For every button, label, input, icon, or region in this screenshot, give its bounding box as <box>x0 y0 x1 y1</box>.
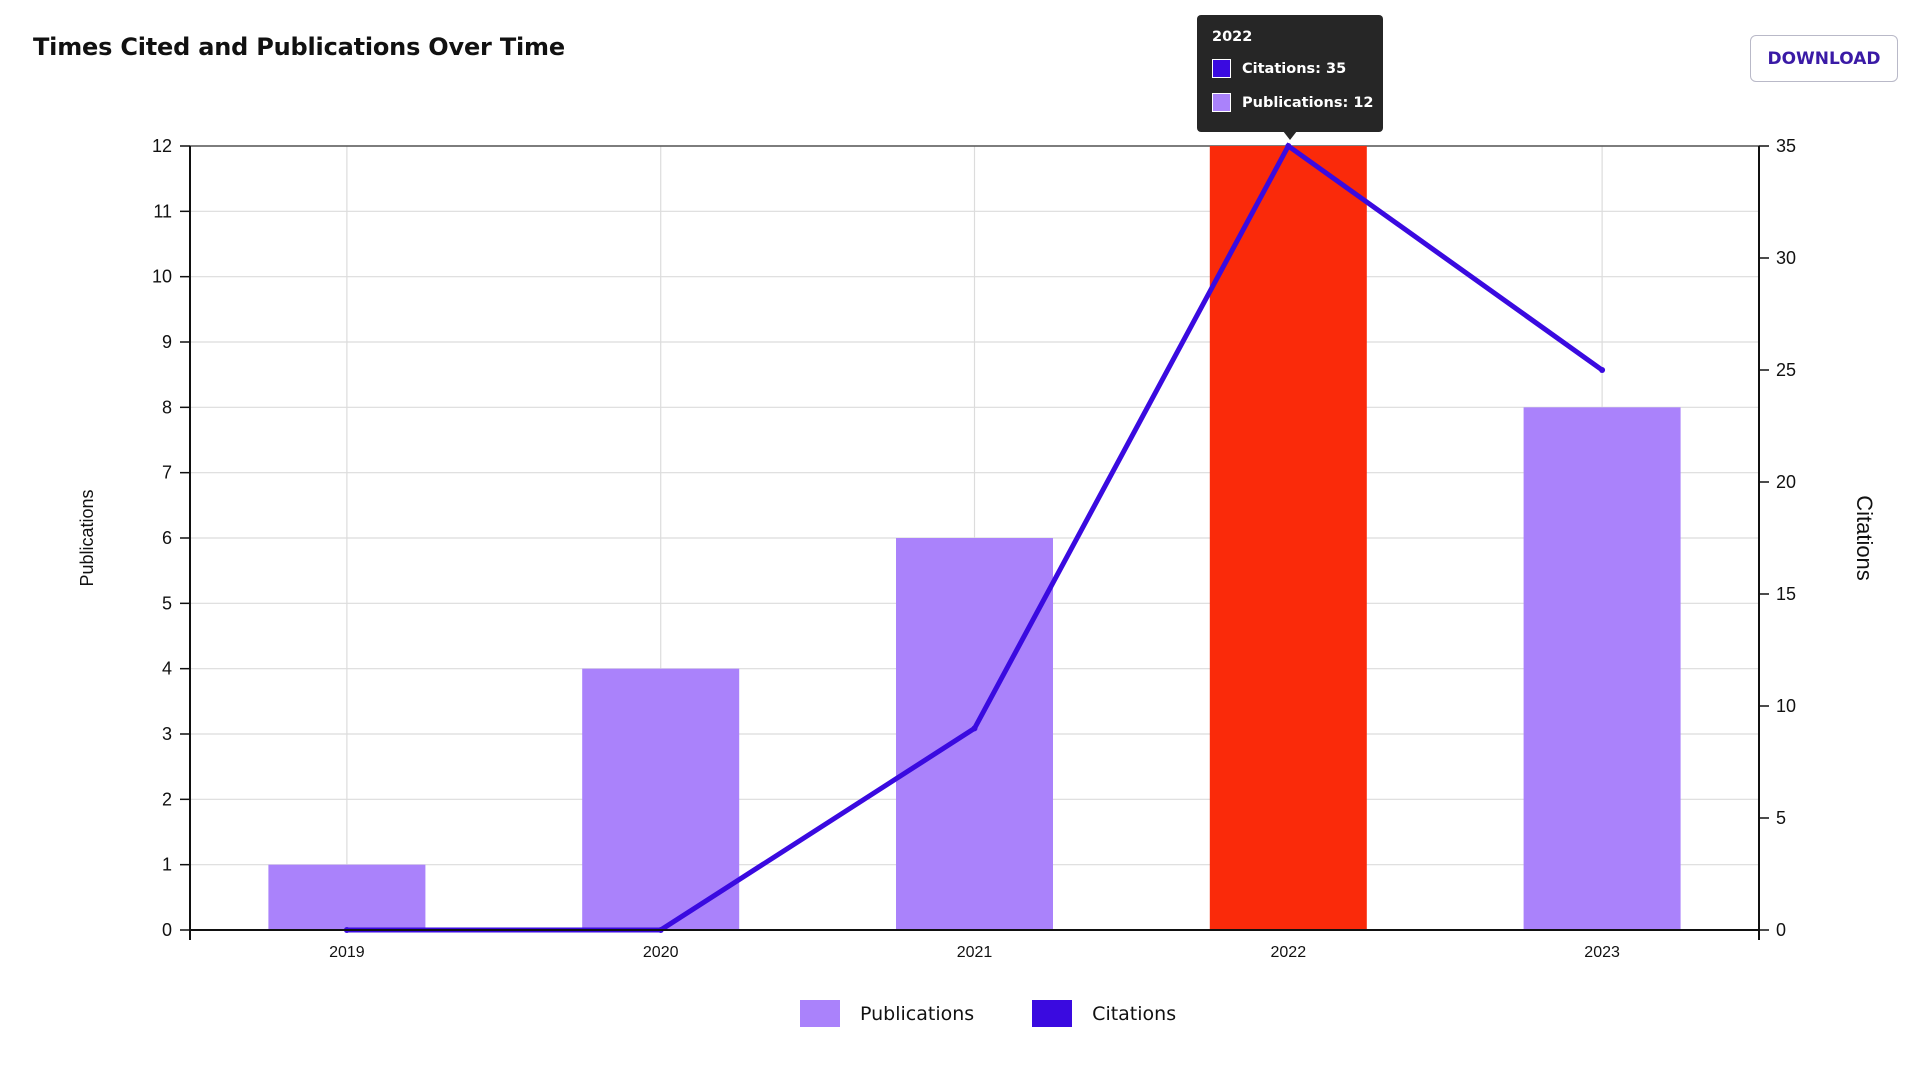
chart-tooltip: 2022 Citations: 35 Publications: 12 <box>1197 15 1383 132</box>
legend-citations-swatch <box>1032 1000 1073 1027</box>
publications-bar[interactable] <box>582 668 740 930</box>
x-tick-label: 2020 <box>643 944 679 961</box>
y-right-tick-label: 20 <box>1776 472 1796 492</box>
y-left-tick-label: 11 <box>153 201 172 221</box>
legend-publications-swatch <box>800 1000 840 1027</box>
y-left-tick-label: 7 <box>162 463 172 483</box>
y-right-tick-label: 25 <box>1776 360 1796 380</box>
y-right-tick-label: 30 <box>1776 248 1796 268</box>
legend-publications-label: Publications <box>860 1002 975 1025</box>
y-left-tick-label: 1 <box>162 855 172 875</box>
y-left-tick-label: 6 <box>162 528 172 548</box>
x-tick-label: 2022 <box>1271 944 1307 961</box>
y-right-tick-label: 15 <box>1776 584 1796 604</box>
y-right-tick-label: 35 <box>1776 136 1796 156</box>
tooltip-row-publications: Publications: 12 <box>1212 91 1383 114</box>
y-left-tick-label: 12 <box>152 136 172 156</box>
citations-point[interactable] <box>1599 367 1606 373</box>
tooltip-publications-swatch <box>1212 93 1231 112</box>
y-right-tick-label: 5 <box>1776 808 1786 828</box>
x-tick-label: 2023 <box>1584 944 1620 961</box>
tooltip-row-citations: Citations: 35 <box>1212 57 1383 80</box>
y-left-tick-label: 5 <box>162 593 172 613</box>
legend-citations-label: Citations <box>1092 1002 1177 1025</box>
tooltip-year: 2022 <box>1212 29 1253 45</box>
publications-bar[interactable] <box>1209 146 1367 930</box>
y-left-tick-label: 0 <box>162 920 172 940</box>
tooltip-citations-swatch <box>1212 59 1231 78</box>
y-left-axis-title: Publications <box>77 489 97 586</box>
download-button[interactable]: DOWNLOAD <box>1750 35 1898 82</box>
y-right-tick-label: 10 <box>1776 696 1796 716</box>
y-left-tick-label: 3 <box>162 724 172 744</box>
y-left-tick-label: 4 <box>162 659 172 679</box>
y-left-tick-label: 9 <box>162 332 172 352</box>
chart-legend: Publications Citations <box>800 1000 1234 1027</box>
tooltip-publications-text: Publications: 12 <box>1242 94 1374 111</box>
citations-point[interactable] <box>1285 143 1292 149</box>
y-right-axis-title: Citations <box>1852 495 1877 581</box>
legend-item-citations[interactable]: Citations <box>1032 1000 1176 1027</box>
publications-bar[interactable] <box>1523 407 1681 930</box>
tooltip-citations-text: Citations: 35 <box>1242 60 1347 77</box>
y-left-tick-label: 8 <box>162 397 172 417</box>
publications-bar[interactable] <box>896 538 1053 930</box>
page-title: Times Cited and Publications Over Time <box>33 33 565 61</box>
y-left-tick-label: 10 <box>152 267 172 287</box>
tooltip-arrow <box>1283 131 1297 140</box>
y-left-tick-label: 2 <box>162 789 172 809</box>
x-tick-label: 2019 <box>329 944 365 961</box>
citations-point[interactable] <box>971 725 978 732</box>
publications-bar[interactable] <box>268 864 426 930</box>
legend-item-publications[interactable]: Publications <box>800 1000 974 1027</box>
x-tick-label: 2021 <box>957 944 993 961</box>
y-right-tick-label: 0 <box>1776 920 1786 940</box>
